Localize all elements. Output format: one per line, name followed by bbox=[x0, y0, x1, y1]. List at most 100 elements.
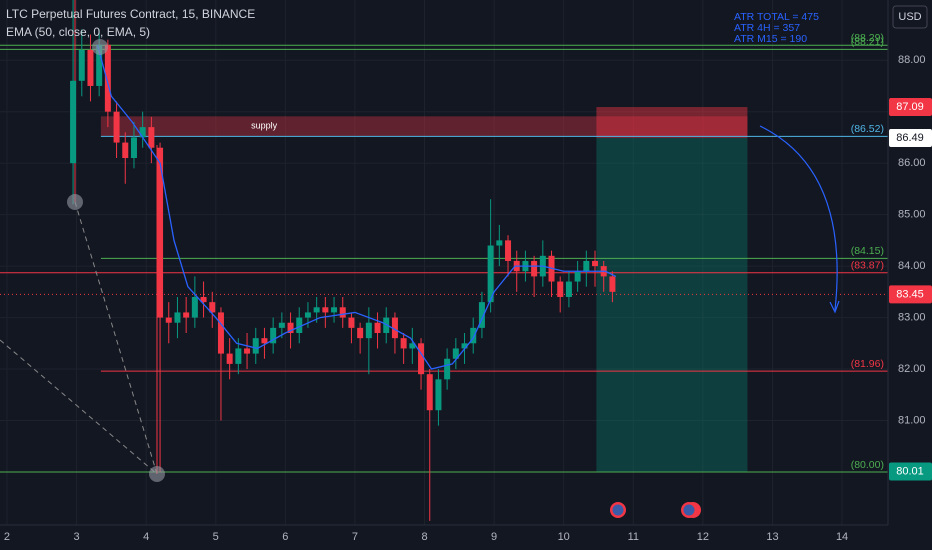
candle-body bbox=[96, 44, 103, 86]
candle-body bbox=[78, 49, 85, 81]
y-tick-label: 81.00 bbox=[898, 414, 926, 426]
candle-body bbox=[113, 111, 120, 143]
x-tick-label: 7 bbox=[352, 531, 358, 543]
candle-body bbox=[165, 317, 172, 323]
candles bbox=[70, 0, 617, 521]
level-label: (84.15) bbox=[851, 245, 884, 257]
zones: supply bbox=[100, 107, 748, 472]
currency-button[interactable] bbox=[892, 5, 928, 29]
candle-body bbox=[496, 240, 503, 246]
price-badge-label: 87.09 bbox=[896, 101, 924, 113]
y-tick-label: 83.00 bbox=[898, 311, 926, 323]
candle-body bbox=[252, 338, 259, 354]
candle-body bbox=[487, 245, 494, 303]
currency: USD bbox=[898, 11, 921, 23]
indicator-legend: EMA (50, close, 0, EMA, 5) bbox=[6, 25, 150, 39]
marker bbox=[92, 39, 108, 55]
supply-zone bbox=[100, 116, 748, 137]
level-label: (88.21) bbox=[851, 36, 884, 48]
candle-body bbox=[322, 307, 329, 313]
candle-body bbox=[565, 281, 572, 297]
candle-body bbox=[304, 312, 311, 318]
price-badge bbox=[889, 285, 932, 304]
candle-body bbox=[400, 338, 407, 349]
price-badge bbox=[889, 128, 932, 147]
candle-body bbox=[391, 317, 398, 339]
candle-body bbox=[331, 307, 338, 313]
levels: (88.29)(88.21) (86.52) (84.15) (83.87) (81.9… bbox=[0, 32, 888, 473]
target-zone bbox=[596, 107, 748, 138]
x-tick-label: 13 bbox=[766, 531, 778, 543]
candle-body bbox=[157, 147, 164, 318]
candle-body bbox=[130, 137, 137, 159]
level-label: (86.52) bbox=[851, 123, 884, 135]
candle-body bbox=[217, 312, 224, 354]
axes: 81.0082.0083.0084.0085.0086.0087.0088.00… bbox=[4, 11, 932, 543]
candle-body bbox=[261, 338, 268, 344]
candle-body bbox=[531, 260, 538, 277]
level-label: (88.29) bbox=[851, 32, 884, 44]
candle-body bbox=[426, 374, 433, 411]
x-tick-label: 10 bbox=[558, 531, 570, 543]
candle-body bbox=[418, 343, 425, 375]
x-tick-label: 2 bbox=[4, 531, 10, 543]
candle-body bbox=[209, 302, 216, 313]
candle-body bbox=[409, 343, 416, 349]
arrow-head bbox=[829, 300, 840, 314]
candle-body bbox=[70, 80, 77, 164]
candle-body bbox=[557, 281, 564, 297]
candle-body bbox=[139, 127, 146, 138]
candle-body bbox=[244, 348, 251, 354]
candle-body bbox=[174, 312, 181, 323]
candle-body bbox=[444, 358, 451, 380]
level-label: (83.87) bbox=[851, 260, 884, 272]
candle-body bbox=[470, 327, 477, 344]
price-badge bbox=[889, 462, 932, 481]
candle-body bbox=[191, 296, 198, 318]
x-tick-label: 11 bbox=[628, 531, 639, 543]
level-label: (80.00) bbox=[851, 459, 884, 471]
candle-body bbox=[235, 348, 242, 364]
price-badge bbox=[889, 98, 932, 117]
candle-body bbox=[270, 327, 277, 344]
event-icon[interactable] bbox=[681, 502, 701, 518]
dashed-drawing bbox=[0, 339, 158, 475]
candle-body bbox=[104, 44, 111, 112]
candle-body bbox=[287, 322, 294, 334]
y-tick-label: 85.00 bbox=[898, 209, 926, 221]
candle-body bbox=[183, 312, 190, 318]
candle-body bbox=[148, 127, 155, 148]
x-tick-label: 4 bbox=[143, 531, 149, 543]
x-tick-label: 6 bbox=[282, 531, 288, 543]
price-badge-label: 86.49 bbox=[896, 132, 924, 144]
candle-body bbox=[452, 348, 459, 359]
candle-body bbox=[583, 260, 590, 272]
candle-body bbox=[461, 343, 468, 349]
dashed-drawing bbox=[74, 201, 158, 475]
x-tick-label: 12 bbox=[697, 531, 709, 543]
chart-title: LTC Perpetual Futures Contract, 15, BINA… bbox=[6, 7, 255, 21]
candle-body bbox=[278, 322, 285, 328]
y-tick-label: 88.00 bbox=[898, 54, 926, 66]
y-tick-label: 82.00 bbox=[898, 363, 926, 375]
x-tick-label: 5 bbox=[213, 531, 219, 543]
candle-body bbox=[87, 49, 94, 86]
x-tick-label: 9 bbox=[491, 531, 497, 543]
marker bbox=[149, 466, 165, 482]
x-tick-label: 3 bbox=[73, 531, 79, 543]
level-label: (81.96) bbox=[851, 358, 884, 370]
candle-body bbox=[574, 271, 581, 282]
event-icon[interactable] bbox=[610, 502, 626, 518]
candle-body bbox=[435, 379, 442, 411]
atr-text: ATR M15 = 190 bbox=[734, 33, 807, 45]
supply-label: supply bbox=[251, 121, 278, 131]
candle-body bbox=[348, 317, 355, 328]
stop-zone bbox=[596, 137, 748, 472]
candle-body bbox=[357, 327, 364, 339]
candle-body bbox=[313, 307, 320, 313]
candle-body bbox=[339, 307, 346, 318]
candle-body bbox=[226, 353, 233, 364]
candle-body bbox=[296, 317, 303, 334]
candle-body bbox=[365, 322, 372, 339]
